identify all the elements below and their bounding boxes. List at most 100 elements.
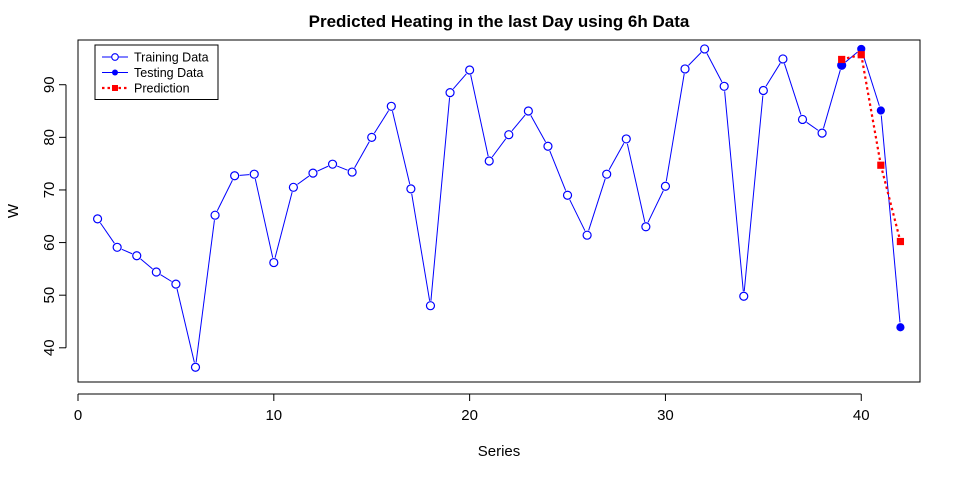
- legend-marker: [112, 85, 118, 91]
- data-point: [112, 242, 122, 252]
- y-tick-label: 70: [41, 182, 58, 199]
- series-training-data: [92, 44, 847, 372]
- legend-label: Training Data: [134, 51, 209, 65]
- data-point: [797, 114, 808, 125]
- series-line-segment: [879, 164, 902, 242]
- data-point: [386, 101, 396, 111]
- chart-title: Predicted Heating in the last Day using …: [309, 12, 690, 31]
- data-point: [230, 171, 240, 181]
- series-line-segment: [822, 69, 841, 129]
- series-line-segment: [239, 174, 250, 176]
- data-point: [171, 279, 181, 289]
- data-point: [210, 210, 220, 220]
- legend-item: Training Data: [102, 51, 209, 65]
- data-point: [700, 44, 710, 54]
- series-line-segment: [511, 114, 526, 132]
- data-point: [896, 323, 905, 332]
- data-point: [838, 55, 846, 64]
- data-point: [582, 230, 592, 240]
- data-point: [739, 291, 749, 301]
- x-axis: 0 10 20 30 40: [74, 393, 870, 424]
- data-point: [543, 141, 553, 151]
- data-point: [347, 167, 357, 177]
- series-line-segment: [706, 53, 723, 83]
- series-line-segment: [430, 97, 451, 301]
- series-line-segment: [216, 180, 233, 211]
- data-point: [602, 169, 612, 179]
- data-point: [758, 85, 768, 96]
- series-line-segment: [100, 222, 115, 244]
- data-point: [190, 362, 201, 372]
- series-line-segment: [254, 178, 274, 258]
- series-line-segment: [297, 175, 310, 185]
- data-point: [92, 214, 103, 224]
- x-tick-label: 30: [657, 407, 674, 424]
- data-point: [406, 184, 416, 194]
- series-line-segment: [860, 54, 882, 166]
- series-line-segment: [274, 192, 293, 258]
- y-tick-label: 90: [41, 76, 58, 93]
- series-line-segment: [665, 73, 685, 182]
- data-point: [308, 168, 318, 178]
- legend-item: Testing Data: [102, 66, 204, 80]
- series-line-segment: [647, 190, 664, 223]
- series-line-segment: [373, 110, 390, 134]
- legend-marker: [111, 53, 119, 61]
- data-point: [877, 161, 885, 169]
- data-point: [857, 51, 865, 59]
- data-point: [132, 251, 142, 261]
- data-point: [680, 64, 690, 74]
- data-point: [896, 237, 905, 246]
- series-line-segment: [862, 53, 880, 106]
- series-line-segment: [391, 111, 411, 185]
- series-line-segment: [569, 199, 586, 231]
- series-line-segment: [491, 138, 507, 158]
- y-axis: 40 50 60 70 80 90: [41, 76, 67, 356]
- series-line-segment: [549, 150, 567, 191]
- series-line-segment: [195, 220, 215, 363]
- y-axis-label: W: [5, 203, 22, 218]
- data-point: [367, 132, 377, 142]
- legend-label: Testing Data: [134, 66, 204, 80]
- series-line-segment: [411, 193, 431, 301]
- x-tick-label: 40: [853, 407, 870, 424]
- series-line-segment: [880, 115, 901, 323]
- series-line-segment: [845, 51, 858, 63]
- data-point: [288, 182, 298, 192]
- x-axis-label: Series: [478, 443, 521, 460]
- series-line-segment: [452, 73, 467, 90]
- y-tick-label: 80: [41, 129, 58, 146]
- series-prediction: [838, 51, 905, 246]
- data-point: [151, 267, 161, 277]
- y-tick-label: 50: [41, 287, 58, 304]
- data-point: [660, 181, 671, 191]
- series-line-segment: [140, 258, 153, 270]
- series-line-segment: [176, 288, 195, 363]
- data-point: [269, 257, 279, 268]
- series-line-segment: [806, 121, 819, 131]
- legend-label: Prediction: [134, 82, 190, 96]
- plot-frame: [77, 39, 921, 383]
- x-tick-label: 20: [461, 407, 478, 424]
- series-line-segment: [724, 91, 744, 292]
- data-point: [641, 222, 651, 232]
- series-line-segment: [743, 95, 764, 292]
- data-point: [778, 54, 788, 64]
- data-point: [504, 130, 514, 140]
- data-point: [719, 81, 729, 91]
- data-point: [425, 301, 436, 311]
- data-point: [484, 156, 494, 166]
- series-line-segment: [354, 141, 370, 168]
- series-line-segment: [688, 52, 702, 66]
- data-point: [562, 190, 573, 200]
- data-point: [465, 65, 475, 75]
- data-point: [817, 128, 827, 138]
- series-line-segment: [608, 143, 625, 171]
- data-point: [327, 159, 338, 169]
- data-point: [249, 169, 259, 179]
- series-line-segment: [626, 143, 646, 223]
- series-line-segment: [588, 178, 606, 231]
- data-point: [445, 88, 455, 98]
